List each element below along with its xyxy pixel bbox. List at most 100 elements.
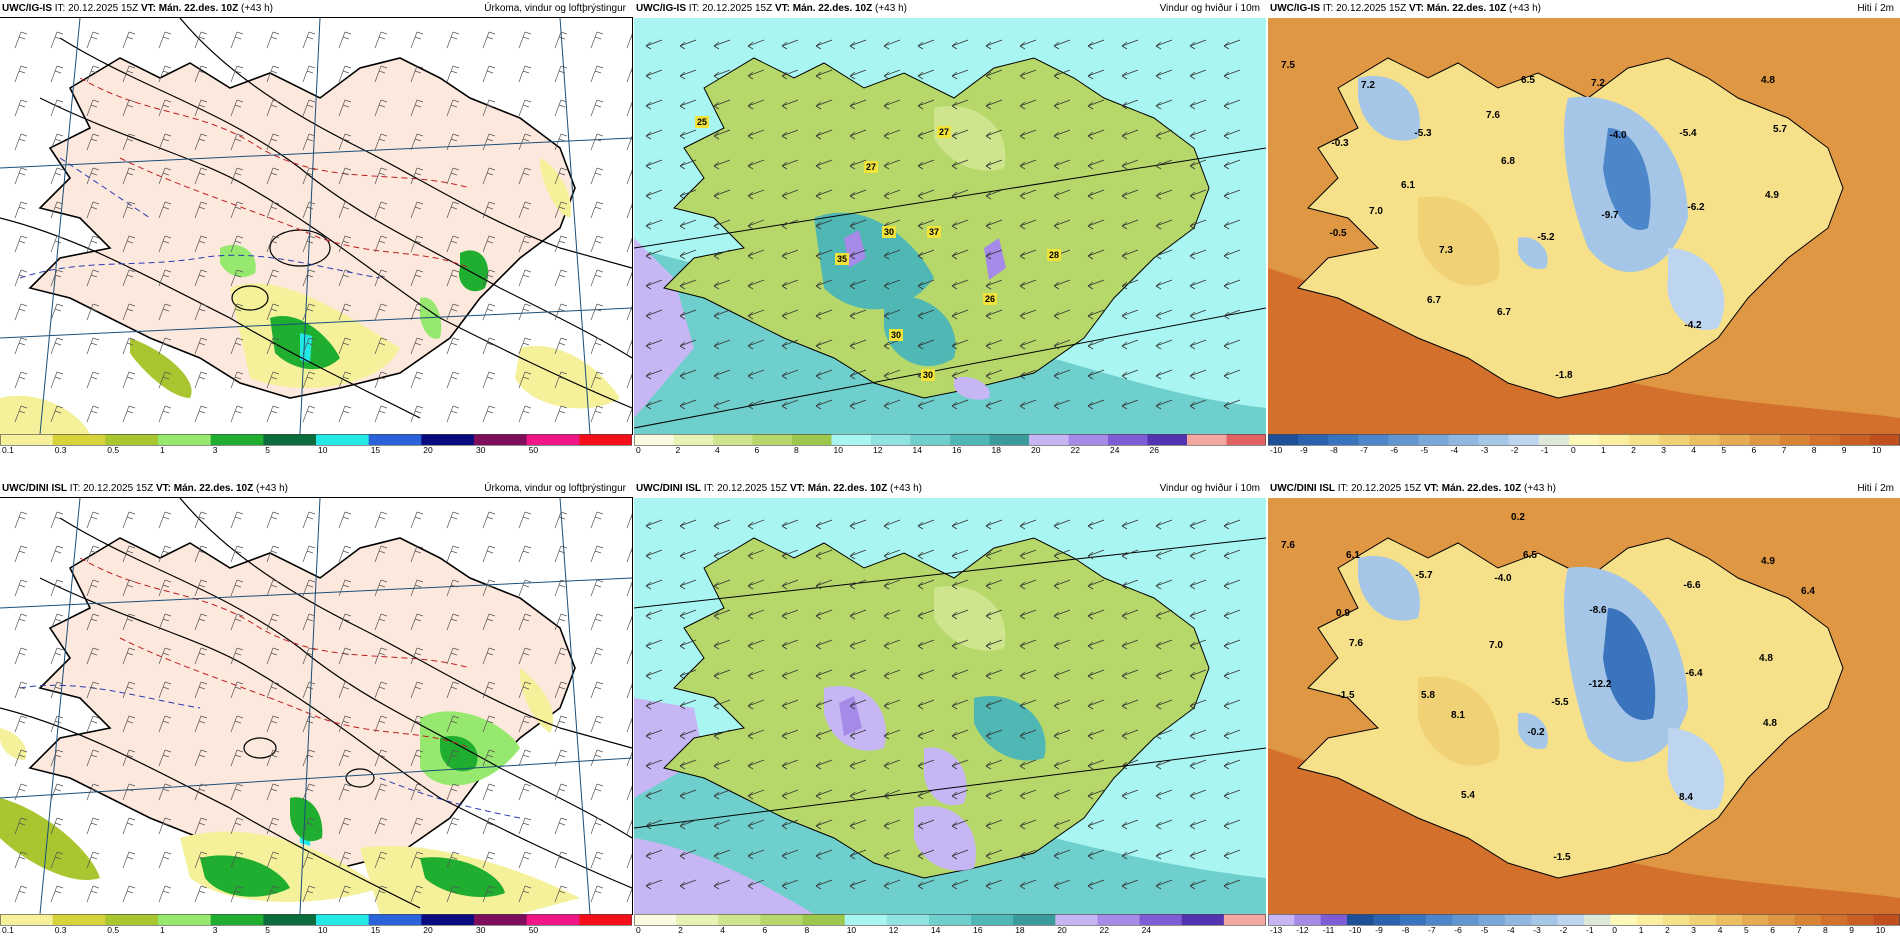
wind-barb <box>86 851 100 869</box>
wind-arrow <box>1019 879 1037 890</box>
wind-barb <box>446 749 460 767</box>
colorbar: 0.1 0.3 0.5 1 3 5 10 15 20 30 50 <box>0 914 632 934</box>
temperature-value-label: -6.2 <box>1687 202 1705 213</box>
panel-header: UWC/DINI ISL IT: 20.12.2025 15Z VT: Mán.… <box>634 480 1266 498</box>
wind-barb <box>446 783 460 801</box>
wind-barb <box>410 371 424 389</box>
wind-arrow <box>1155 549 1173 560</box>
wind-arrow <box>645 699 663 710</box>
wind-arrow <box>917 129 935 140</box>
colorbar-segment <box>1426 914 1453 925</box>
wind-arrow <box>1053 729 1071 740</box>
wind-arrow <box>713 129 731 140</box>
colorbar-tick-label: 8 <box>794 445 799 454</box>
colorbar-segment <box>1610 914 1638 925</box>
wind-barb <box>50 99 64 117</box>
colorbar-segment <box>971 914 1014 925</box>
wind-barb <box>554 851 568 869</box>
wind-arrow <box>1189 549 1207 560</box>
colorbar-tick-label: -1 <box>1541 445 1549 454</box>
temperature-value-label: 6.7 <box>1427 295 1441 306</box>
wind-arrow <box>1053 879 1071 890</box>
wind-barb <box>446 65 460 83</box>
vt-label: VT: <box>140 3 156 14</box>
wind-arrow <box>679 99 697 110</box>
wind-barb <box>86 235 100 253</box>
wind-barb <box>482 167 496 185</box>
wind-arrow <box>781 789 799 800</box>
wind-barb <box>14 579 28 597</box>
wind-barb <box>158 31 172 49</box>
wind-arrow <box>781 189 799 200</box>
wind-barb <box>266 885 280 903</box>
colorbar-tick-label: -12 <box>1296 925 1309 934</box>
wind-arrow <box>849 189 867 200</box>
wind-barb <box>518 337 532 355</box>
colorbar-segment <box>676 914 719 925</box>
colorbar-tick-label: -9 <box>1375 925 1383 934</box>
wind-arrow <box>1019 189 1037 200</box>
gust-value: 27 <box>939 127 949 137</box>
wind-arrow <box>1053 579 1071 590</box>
wind-barb <box>266 405 280 423</box>
colorbar-tick-label: 15 <box>371 925 381 934</box>
it-value: 20.12.2025 15Z <box>68 3 139 14</box>
wind-barb <box>194 681 208 699</box>
wind-barb <box>338 31 352 49</box>
wind-arrow <box>1155 399 1173 410</box>
colorbar-segment <box>1508 434 1540 445</box>
wind-arrow <box>849 759 867 770</box>
wind-arrow <box>917 789 935 800</box>
gust-max-label: 37 <box>927 226 941 238</box>
wind-barb <box>554 31 568 49</box>
wind-barb <box>50 65 64 83</box>
wind-arrow <box>1155 69 1173 80</box>
precip-area <box>420 857 505 898</box>
wind-arrow <box>815 159 833 170</box>
wind-barb <box>50 851 64 869</box>
colorbar-segment <box>1794 914 1822 925</box>
wind-barb <box>554 201 568 219</box>
wind-arrow <box>679 279 697 290</box>
wind-barb <box>626 615 632 631</box>
wind-arrow <box>1121 69 1139 80</box>
wind-arrow <box>951 639 969 650</box>
vt-value: Mán. 22.des. 10Z <box>173 483 254 494</box>
lead-time: (+43 h) <box>890 483 922 494</box>
wind-arrow <box>815 189 833 200</box>
wind-barb <box>158 851 172 869</box>
wind-arrow <box>1121 729 1139 740</box>
wind-barb <box>410 511 424 529</box>
wind-arrow <box>1189 279 1207 290</box>
colorbar-segment <box>105 914 159 925</box>
colorbar-segment <box>1659 434 1690 445</box>
wind-barb <box>410 133 424 151</box>
isotherms-warm <box>79 557 471 749</box>
wind-arrow <box>679 849 697 860</box>
wind-arrow <box>1155 279 1173 290</box>
colorbar-tick-label: 1 <box>160 445 165 454</box>
wind-barb <box>626 819 632 835</box>
colorbar-tick-label: 6 <box>762 925 767 934</box>
wind-barb <box>518 405 532 423</box>
colorbar-segment <box>474 914 528 925</box>
colorbar-tick-label: 5 <box>265 925 270 934</box>
wind-barb <box>194 579 208 597</box>
wind-barb <box>338 715 352 733</box>
wind-arrow <box>747 789 765 800</box>
wind-arrow <box>713 669 731 680</box>
wind-arrow <box>1155 759 1173 770</box>
wind-arrow <box>781 279 799 290</box>
wind-arrow <box>815 579 833 590</box>
wind-barb <box>518 511 532 529</box>
vt-label: VT: <box>155 483 171 494</box>
wind-arrow <box>815 99 833 110</box>
model-name: UWC/IG-IS <box>636 3 686 14</box>
colorbar-segment <box>1584 914 1611 925</box>
wind-barb <box>266 133 280 151</box>
wind-arrow <box>1155 729 1173 740</box>
wind-barb <box>374 65 388 83</box>
wind-arrow <box>1053 309 1071 320</box>
wind-arrow <box>1155 669 1173 680</box>
wind-barb <box>122 133 136 151</box>
